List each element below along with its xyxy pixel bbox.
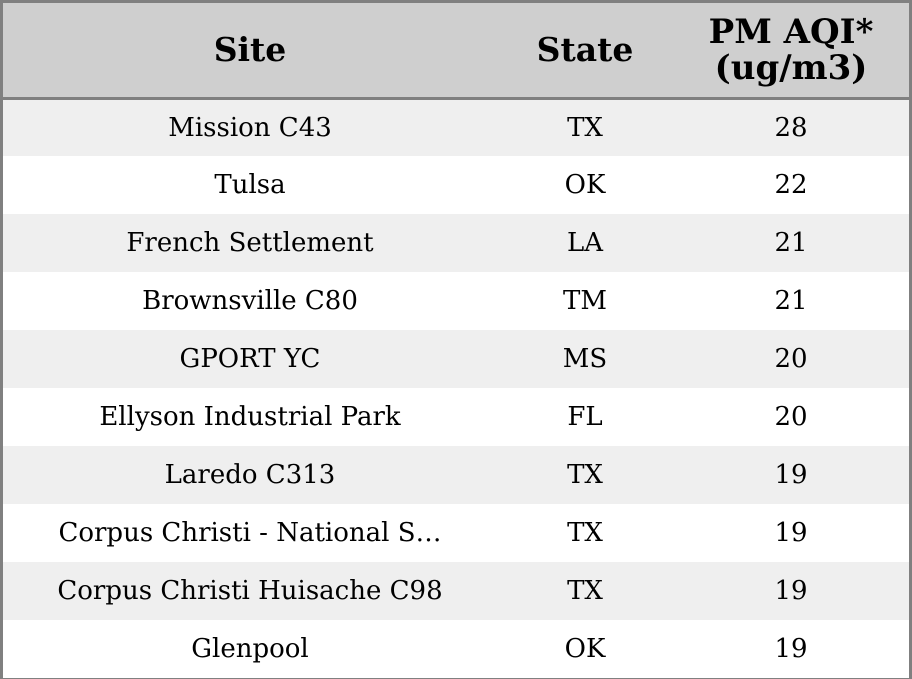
table-row: GPORT YC MS 20 (3, 330, 909, 388)
site-cell: Brownsville C80 (142, 286, 358, 316)
header-state[interactable]: State (536, 30, 634, 69)
header-pm-aqi[interactable]: PM AQI* (ug/m3) (673, 14, 909, 86)
header-site[interactable]: Site (213, 30, 287, 69)
site-cell: Mission C43 (168, 113, 332, 143)
state-cell: TX (567, 113, 603, 143)
aqi-cell: 28 (774, 113, 808, 143)
site-cell: Ellyson Industrial Park (99, 402, 401, 432)
header-pm-aqi-unit: (ug/m3) (714, 48, 868, 88)
aqi-cell: 19 (774, 634, 808, 664)
site-cell: GPORT YC (179, 344, 321, 374)
table-row: Mission C43 TX 28 (3, 100, 909, 156)
table-row: French Settlement LA 21 (3, 214, 909, 272)
aqi-cell: 20 (774, 344, 808, 374)
state-cell: TX (567, 460, 603, 490)
header-pm-aqi-title: PM AQI* (708, 12, 874, 52)
table-row: Tulsa OK 22 (3, 156, 909, 214)
state-cell: LA (566, 228, 604, 258)
state-cell: OK (564, 634, 606, 664)
aqi-cell: 19 (774, 518, 808, 548)
site-cell: French Settlement (126, 228, 374, 258)
table-row: Glenpool OK 19 (3, 620, 909, 678)
aqi-cell: 19 (774, 576, 808, 606)
table-body: Mission C43 TX 28 Tulsa OK 22 French Set… (3, 100, 909, 678)
aqi-cell: 21 (774, 286, 808, 316)
table-row: Laredo C313 TX 19 (3, 446, 909, 504)
table-row: Ellyson Industrial Park FL 20 (3, 388, 909, 446)
state-cell: TM (563, 286, 607, 316)
table-header-row: Site State PM AQI* (ug/m3) (3, 3, 909, 100)
site-cell: Corpus Christi - National S… (58, 518, 442, 548)
aqi-cell: 21 (774, 228, 808, 258)
aqi-cell: 22 (774, 170, 808, 200)
site-cell: Laredo C313 (164, 460, 336, 490)
state-cell: FL (567, 402, 603, 432)
state-cell: MS (562, 344, 608, 374)
site-cell: Tulsa (214, 170, 286, 200)
aqi-cell: 19 (774, 460, 808, 490)
table-row: Corpus Christi Huisache C98 TX 19 (3, 562, 909, 620)
site-cell: Glenpool (191, 634, 309, 664)
state-cell: TX (567, 518, 603, 548)
aqi-cell: 20 (774, 402, 808, 432)
site-cell: Corpus Christi Huisache C98 (57, 576, 443, 606)
table-row: Brownsville C80 TM 21 (3, 272, 909, 330)
state-cell: TX (567, 576, 603, 606)
table-row: Corpus Christi - National S… TX 19 (3, 504, 909, 562)
state-cell: OK (564, 170, 606, 200)
